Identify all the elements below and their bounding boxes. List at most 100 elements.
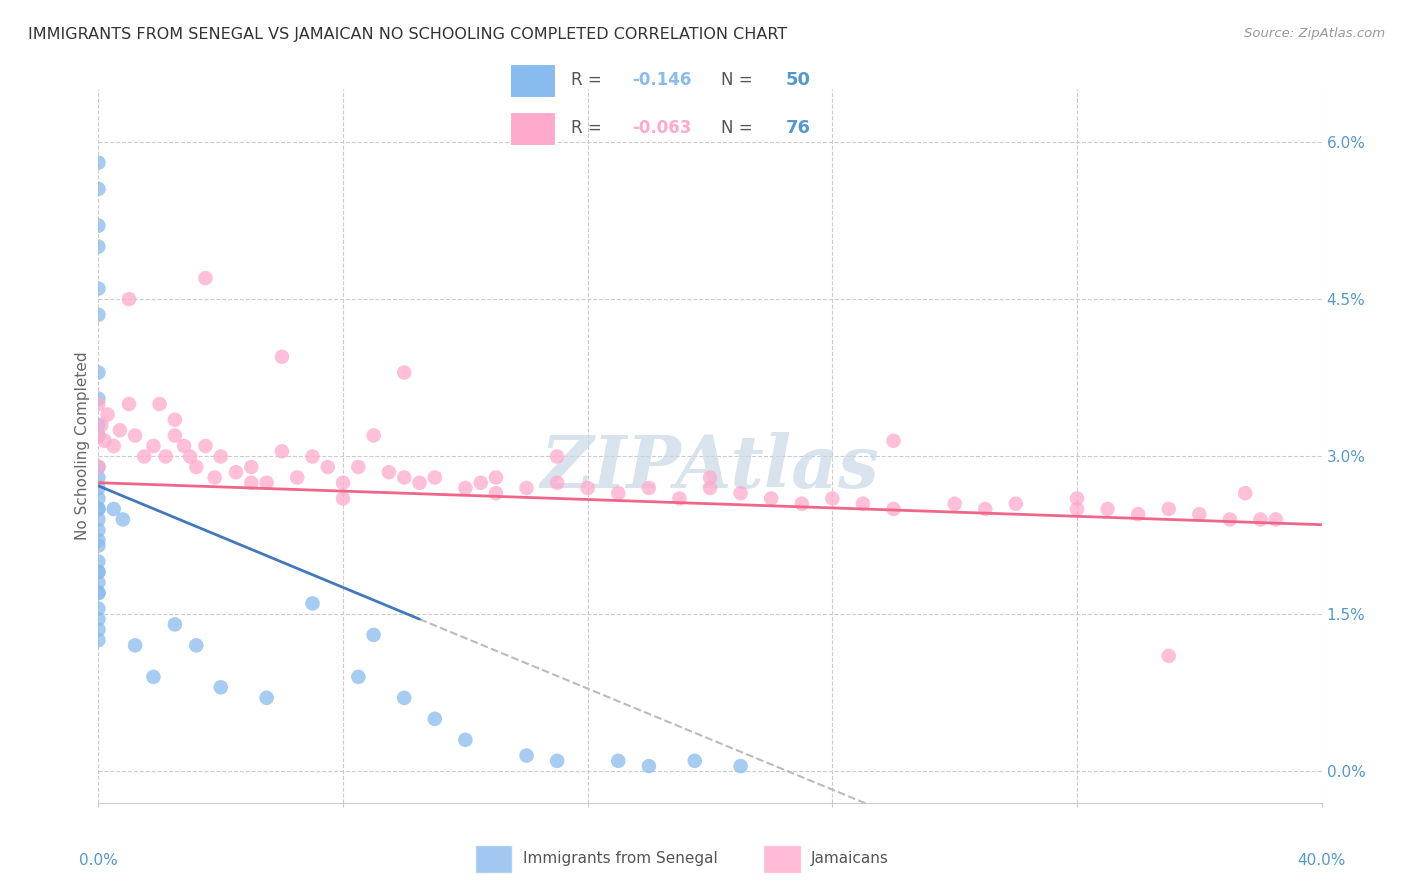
Point bbox=[392, 470, 416, 484]
Point bbox=[347, 670, 370, 684]
Point bbox=[87, 586, 110, 600]
Point bbox=[637, 481, 661, 495]
Point bbox=[163, 617, 186, 632]
Point bbox=[124, 639, 146, 653]
Point bbox=[108, 423, 131, 437]
Point bbox=[301, 596, 323, 610]
Point bbox=[240, 460, 263, 475]
Point bbox=[209, 450, 232, 464]
Point bbox=[142, 670, 165, 684]
Point bbox=[332, 475, 354, 490]
Point bbox=[87, 491, 110, 506]
Point bbox=[485, 486, 508, 500]
Point bbox=[87, 633, 110, 648]
Y-axis label: No Schooling Completed: No Schooling Completed bbox=[75, 351, 90, 541]
Point bbox=[546, 450, 568, 464]
Point bbox=[179, 450, 201, 464]
Point bbox=[87, 397, 110, 411]
Point bbox=[607, 754, 630, 768]
Point bbox=[87, 239, 110, 253]
Text: N =: N = bbox=[721, 70, 758, 88]
Point bbox=[1066, 502, 1088, 516]
Point bbox=[516, 481, 538, 495]
Point bbox=[87, 523, 110, 537]
Text: IMMIGRANTS FROM SENEGAL VS JAMAICAN NO SCHOOLING COMPLETED CORRELATION CHART: IMMIGRANTS FROM SENEGAL VS JAMAICAN NO S… bbox=[28, 27, 787, 42]
Point bbox=[87, 308, 110, 322]
Point bbox=[124, 428, 146, 442]
Point bbox=[256, 475, 278, 490]
Point bbox=[87, 539, 110, 553]
Point bbox=[363, 428, 385, 442]
Point bbox=[485, 470, 508, 484]
Point bbox=[301, 450, 323, 464]
Point bbox=[270, 444, 294, 458]
Point bbox=[87, 612, 110, 626]
Point bbox=[87, 282, 110, 296]
Point bbox=[87, 502, 110, 516]
Point bbox=[111, 512, 134, 526]
Point bbox=[87, 512, 110, 526]
Point bbox=[883, 502, 905, 516]
Point bbox=[454, 732, 477, 747]
Point bbox=[883, 434, 905, 448]
Point bbox=[546, 754, 568, 768]
Point bbox=[194, 439, 217, 453]
Point bbox=[1264, 512, 1286, 526]
Point bbox=[790, 497, 813, 511]
Point bbox=[149, 397, 172, 411]
Point bbox=[1219, 512, 1241, 526]
Point bbox=[87, 601, 110, 615]
Text: -0.063: -0.063 bbox=[631, 120, 692, 137]
Point bbox=[1157, 502, 1180, 516]
Text: ZIPAtlas: ZIPAtlas bbox=[541, 432, 879, 503]
Point bbox=[97, 408, 120, 422]
Text: 50: 50 bbox=[786, 70, 811, 88]
Point bbox=[699, 481, 721, 495]
Point bbox=[392, 690, 416, 705]
Point bbox=[163, 428, 186, 442]
Point bbox=[87, 565, 110, 579]
Point bbox=[576, 481, 599, 495]
Point bbox=[87, 392, 110, 406]
Point bbox=[270, 350, 294, 364]
Point bbox=[363, 628, 385, 642]
FancyBboxPatch shape bbox=[763, 845, 800, 872]
Point bbox=[516, 748, 538, 763]
Point bbox=[470, 475, 492, 490]
Point bbox=[87, 182, 110, 196]
Point bbox=[974, 502, 997, 516]
Point bbox=[87, 565, 110, 579]
Point bbox=[240, 475, 263, 490]
Point bbox=[423, 470, 446, 484]
Point bbox=[194, 271, 217, 285]
Point bbox=[186, 639, 208, 653]
Point bbox=[87, 155, 110, 169]
Point bbox=[155, 450, 177, 464]
Point bbox=[142, 439, 165, 453]
Point bbox=[87, 502, 110, 516]
Point bbox=[87, 366, 110, 380]
Point bbox=[118, 292, 141, 306]
Point bbox=[730, 759, 752, 773]
Point bbox=[87, 428, 110, 442]
Point bbox=[87, 623, 110, 637]
Point bbox=[87, 554, 110, 568]
Point bbox=[1066, 491, 1088, 506]
Point bbox=[209, 681, 232, 695]
Point bbox=[408, 475, 430, 490]
Point bbox=[423, 712, 446, 726]
Point bbox=[1250, 512, 1272, 526]
Point bbox=[186, 460, 208, 475]
Text: -0.146: -0.146 bbox=[631, 70, 692, 88]
Point bbox=[730, 486, 752, 500]
Point bbox=[285, 470, 308, 484]
Point bbox=[454, 481, 477, 495]
FancyBboxPatch shape bbox=[510, 112, 557, 145]
Point bbox=[852, 497, 875, 511]
Point bbox=[103, 502, 125, 516]
Point bbox=[332, 491, 354, 506]
Point bbox=[204, 470, 226, 484]
Point bbox=[163, 413, 186, 427]
Point bbox=[1097, 502, 1119, 516]
Point bbox=[87, 575, 110, 590]
